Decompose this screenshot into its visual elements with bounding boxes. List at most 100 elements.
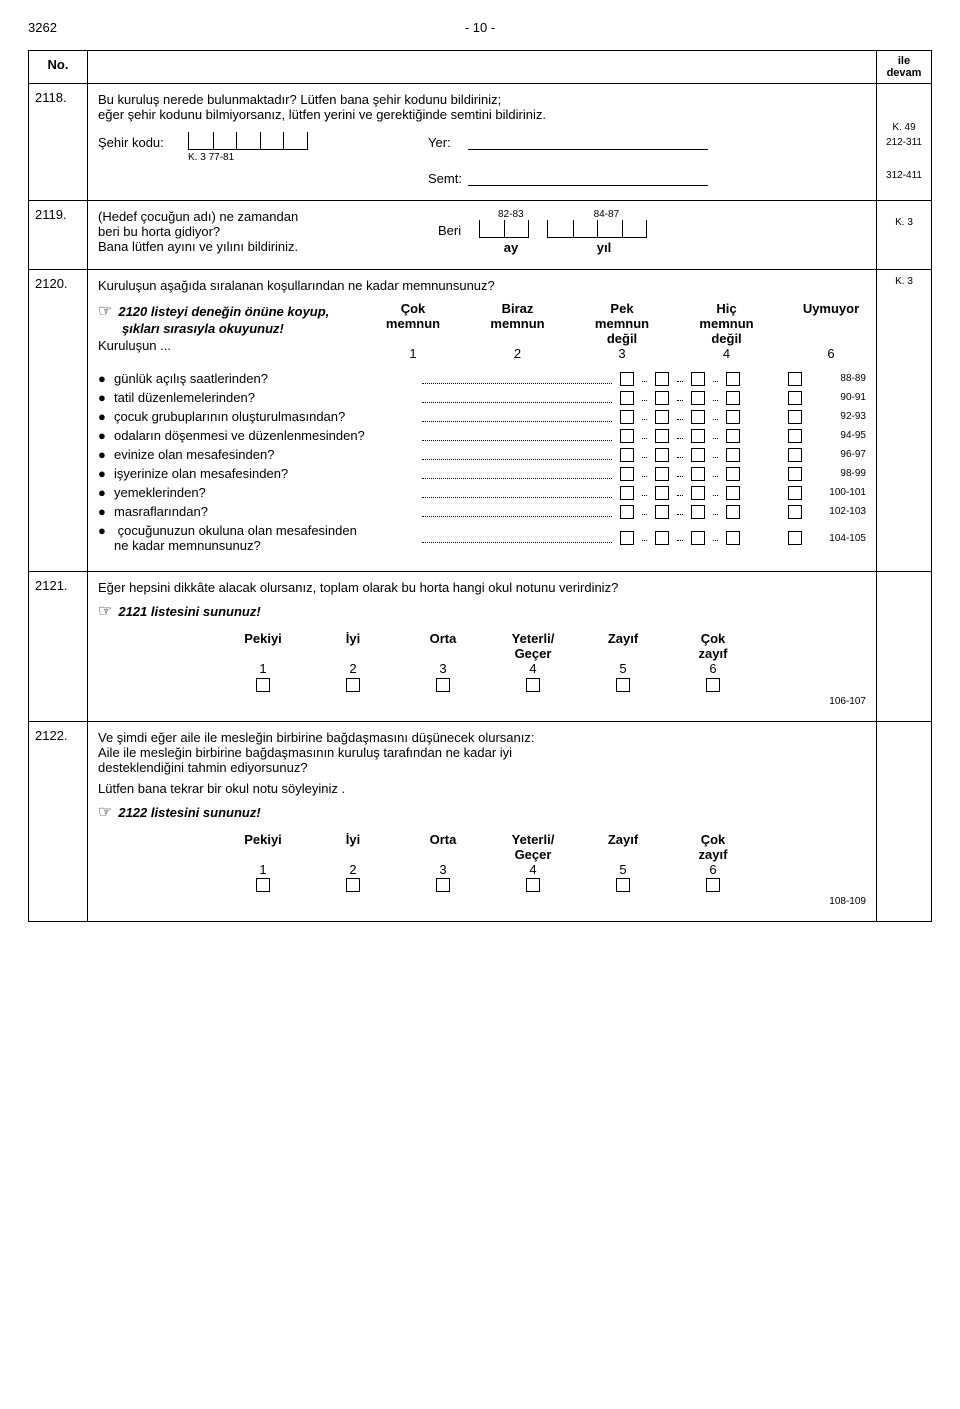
matrix-chk[interactable] xyxy=(788,429,802,443)
matrix-chk[interactable] xyxy=(788,531,802,545)
q2121-question: Eğer hepsini dikkâte alacak olursanız, t… xyxy=(98,580,866,595)
ref-yer: 212-311 xyxy=(881,137,927,148)
matrix-chk[interactable] xyxy=(655,391,669,405)
grade-chk[interactable] xyxy=(526,678,540,692)
matrix-chk[interactable] xyxy=(691,372,705,386)
matrix-chk[interactable] xyxy=(788,486,802,500)
grade-chk[interactable] xyxy=(346,878,360,892)
grade-subheader xyxy=(218,646,308,661)
grade-header: Çok xyxy=(668,832,758,847)
grade-chk[interactable] xyxy=(436,678,450,692)
matrix-chk[interactable] xyxy=(620,505,634,519)
matrix-chk[interactable] xyxy=(655,505,669,519)
page-number: - 10 - xyxy=(28,20,932,35)
matrix-chk[interactable] xyxy=(655,429,669,443)
matrix-chk[interactable] xyxy=(620,429,634,443)
q2121-num: 2121. xyxy=(28,572,88,721)
matrix-chk[interactable] xyxy=(726,391,740,405)
q2118-text2: eğer şehir kodunu bilmiyorsanız, lütfen … xyxy=(98,107,866,122)
matrix-item-label: odaların döşenmesi ve düzenlenmesinden? xyxy=(114,428,365,443)
semt-label: Semt: xyxy=(428,171,468,186)
matrix-row: ●odaların döşenmesi ve düzenlenmesinden?… xyxy=(98,428,866,443)
matrix-chk[interactable] xyxy=(620,531,634,545)
matrix-chk[interactable] xyxy=(726,467,740,481)
yer-input[interactable] xyxy=(468,136,708,150)
grade-chk[interactable] xyxy=(346,678,360,692)
grade-subheader xyxy=(398,646,488,661)
matrix-chk[interactable] xyxy=(691,467,705,481)
matrix-chk[interactable] xyxy=(726,410,740,424)
matrix-chk[interactable] xyxy=(691,531,705,545)
matrix-chk[interactable] xyxy=(691,410,705,424)
matrix-item-label: evinize olan mesafesinden? xyxy=(114,447,274,462)
grade-chk[interactable] xyxy=(616,878,630,892)
q2120-num: 2120. xyxy=(28,270,88,571)
grade-header: Çok xyxy=(668,631,758,646)
grade-chk[interactable] xyxy=(436,878,450,892)
matrix-chk[interactable] xyxy=(620,448,634,462)
semt-input[interactable] xyxy=(468,172,708,186)
sehir-input[interactable] xyxy=(188,132,308,150)
matrix-chk[interactable] xyxy=(788,467,802,481)
ref-8487: 84-87 xyxy=(594,209,620,220)
matrix-ref: 94-95 xyxy=(806,430,866,441)
q2122-l2: Aile ile mesleğin birbirine bağdaşmasını… xyxy=(98,745,866,760)
ref-k49: K. 49 xyxy=(881,122,927,133)
grade-chk[interactable] xyxy=(256,878,270,892)
pointer-icon: ☞ xyxy=(98,603,112,620)
ay-input[interactable] xyxy=(479,220,529,238)
grade-number: 5 xyxy=(578,661,668,676)
q2122-l3: desteklendiğini tahmin ediyorsunuz? xyxy=(98,760,866,775)
q2121-ref: 106-107 xyxy=(98,696,866,707)
matrix-chk[interactable] xyxy=(788,372,802,386)
main-header xyxy=(88,51,877,84)
matrix-chk[interactable] xyxy=(726,505,740,519)
matrix-chk[interactable] xyxy=(788,391,802,405)
q2122: 2122. Ve şimdi eğer aile ile mesleğin bi… xyxy=(28,721,932,923)
grade-chk[interactable] xyxy=(706,678,720,692)
matrix-chk[interactable] xyxy=(788,505,802,519)
matrix-chk[interactable] xyxy=(726,372,740,386)
matrix-chk[interactable] xyxy=(726,531,740,545)
matrix-item-label: günlük açılış saatlerinden? xyxy=(114,371,268,386)
matrix-chk[interactable] xyxy=(655,467,669,481)
grade-header: Pekiyi xyxy=(218,832,308,847)
matrix-chk[interactable] xyxy=(620,391,634,405)
matrix-item-label: tatil düzenlemelerinden? xyxy=(114,390,255,405)
matrix-chk[interactable] xyxy=(691,429,705,443)
matrix-chk[interactable] xyxy=(655,410,669,424)
grade-chk[interactable] xyxy=(616,678,630,692)
matrix-chk[interactable] xyxy=(691,448,705,462)
ref-8283: 82-83 xyxy=(498,209,524,220)
matrix-chk[interactable] xyxy=(726,486,740,500)
matrix-chk[interactable] xyxy=(788,410,802,424)
matrix-chk[interactable] xyxy=(620,372,634,386)
matrix-chk[interactable] xyxy=(655,448,669,462)
matrix-chk[interactable] xyxy=(726,448,740,462)
q2119-l2: beri bu horta gidiyor? xyxy=(98,224,438,239)
yil-input[interactable] xyxy=(547,220,647,238)
grade-chk[interactable] xyxy=(526,878,540,892)
matrix-chk[interactable] xyxy=(655,531,669,545)
matrix-chk[interactable] xyxy=(691,391,705,405)
matrix-chk[interactable] xyxy=(620,467,634,481)
matrix-chk[interactable] xyxy=(788,448,802,462)
matrix-chk[interactable] xyxy=(655,486,669,500)
grade-chk[interactable] xyxy=(256,678,270,692)
q2122-l1: Ve şimdi eğer aile ile mesleğin birbirin… xyxy=(98,730,866,745)
matrix-chk[interactable] xyxy=(726,429,740,443)
matrix-chk[interactable] xyxy=(620,486,634,500)
matrix-ref: 100-101 xyxy=(806,487,866,498)
matrix-chk[interactable] xyxy=(691,505,705,519)
matrix-row: ●yemeklerinden? 100-101 xyxy=(98,485,866,500)
q2121-instr: 2121 listesini sununuz! xyxy=(118,604,260,619)
grade-chk[interactable] xyxy=(706,878,720,892)
matrix-chk[interactable] xyxy=(620,410,634,424)
grade-subheader xyxy=(398,847,488,862)
matrix-chk[interactable] xyxy=(691,486,705,500)
matrix-chk[interactable] xyxy=(655,372,669,386)
matrix-row: ●işyerinize olan mesafesinden? 98-99 xyxy=(98,466,866,481)
q2121: 2121. Eğer hepsini dikkâte alacak olursa… xyxy=(28,571,932,721)
k3-ref: K. 3 77-81 xyxy=(188,152,308,163)
q2120-ref: K. 3 xyxy=(881,276,927,287)
